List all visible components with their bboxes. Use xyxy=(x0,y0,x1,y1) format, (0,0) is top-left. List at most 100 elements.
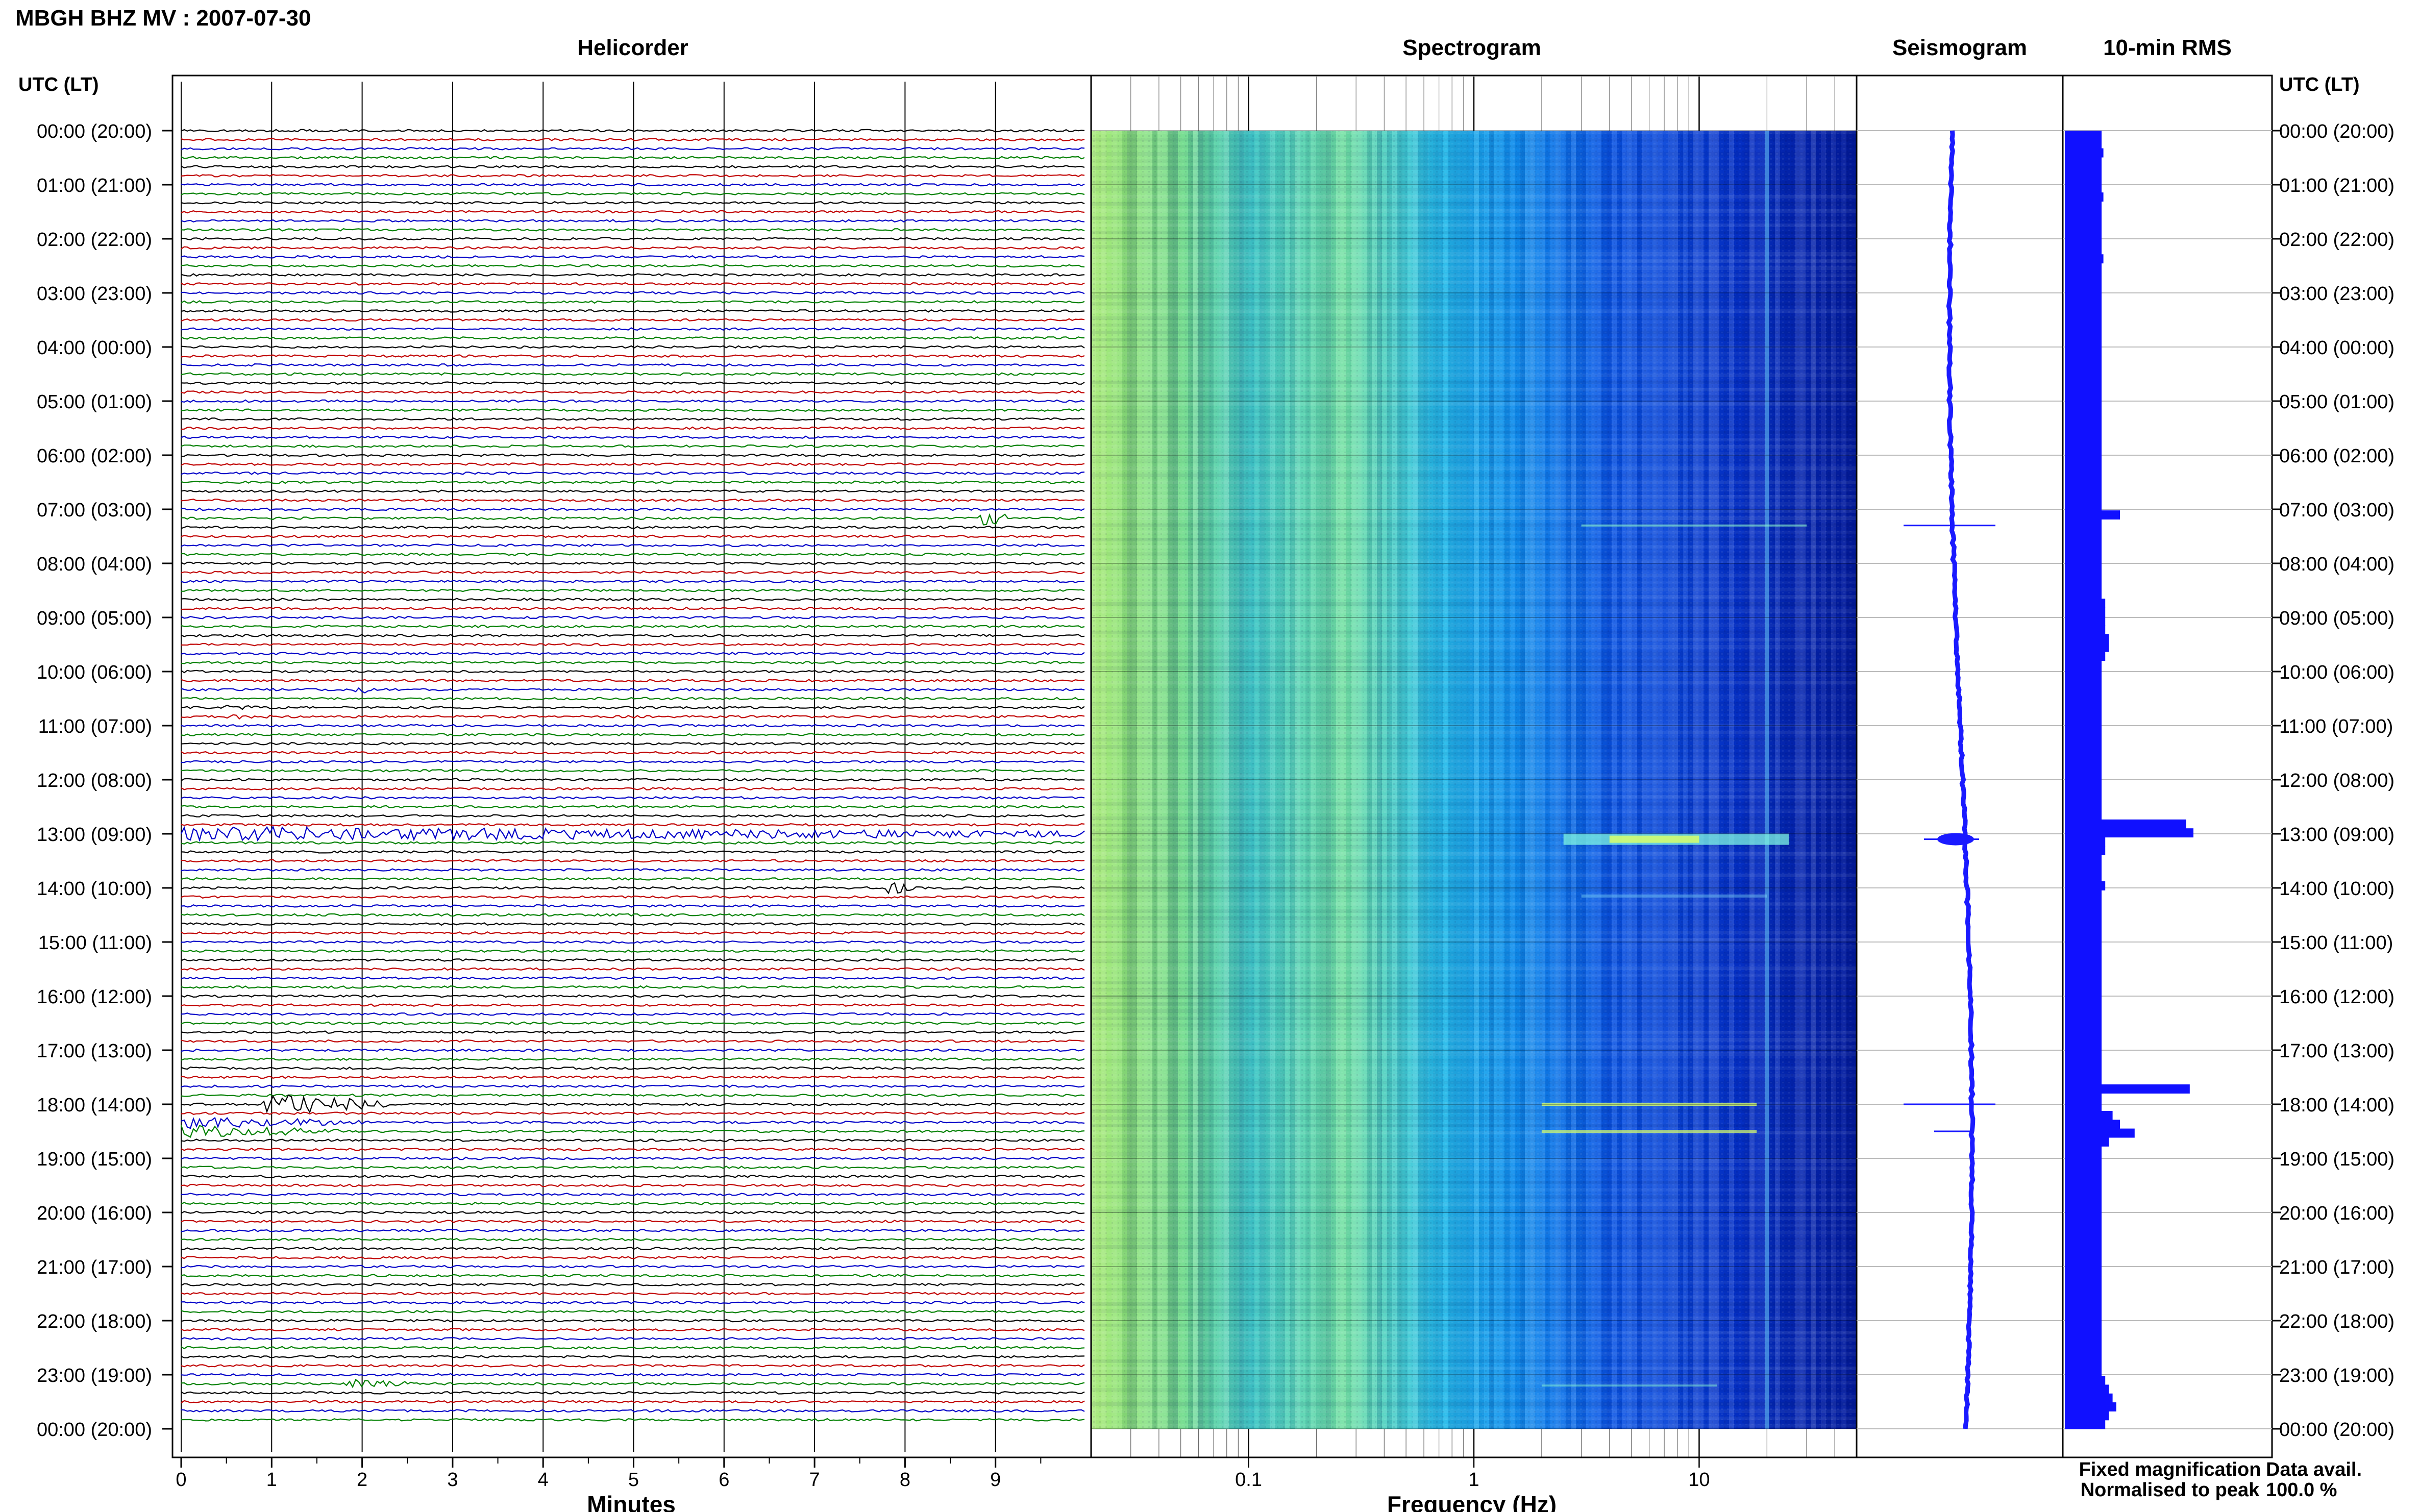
spectrogram-row xyxy=(1091,195,1857,199)
rms-bar xyxy=(2065,236,2102,246)
helicorder-trace xyxy=(181,228,1085,232)
spectrogram-row xyxy=(1091,1424,1857,1427)
spectrogram-row xyxy=(1091,616,1857,620)
rms-bar xyxy=(2065,519,2102,529)
spectrogram-row xyxy=(1091,288,1857,291)
spectrogram-row xyxy=(1091,259,1857,263)
hour-label-left: 18:00 (14:00) xyxy=(37,1095,152,1116)
helicorder-trace xyxy=(181,390,1085,394)
rms-bar xyxy=(2065,192,2104,202)
helicorder-trace xyxy=(181,300,1085,304)
spectrogram-tick-label: 0.1 xyxy=(1235,1469,1262,1491)
spectrogram-row xyxy=(1091,802,1857,806)
helicorder-trace xyxy=(181,1346,1085,1350)
helicorder-trace xyxy=(181,814,1085,818)
spectrogram-row xyxy=(1091,1081,1857,1084)
spectrogram-row xyxy=(1091,1088,1857,1092)
spectrogram-row xyxy=(1091,788,1857,791)
rms-bar xyxy=(2065,572,2102,582)
spectrogram-row xyxy=(1091,352,1857,356)
hour-label-left: 01:00 (21:00) xyxy=(37,175,152,196)
spectrogram-title: Spectrogram xyxy=(1402,35,1541,60)
hour-label-left: 22:00 (18:00) xyxy=(37,1311,152,1332)
spectrogram-row xyxy=(1091,1102,1857,1106)
helicorder-trace xyxy=(181,994,1085,998)
hour-label-left: 20:00 (16:00) xyxy=(37,1203,152,1224)
helicorder-trace xyxy=(181,1364,1085,1368)
minute-tick-label: 6 xyxy=(719,1469,729,1491)
hour-label-left: 07:00 (03:00) xyxy=(37,500,152,521)
helicorder-trace xyxy=(181,525,1085,529)
hour-label-right: 22:00 (18:00) xyxy=(2279,1311,2395,1332)
spectrogram-row xyxy=(1091,1381,1857,1384)
helicorder-trace xyxy=(180,1125,1085,1138)
spectrogram-row xyxy=(1091,1267,1857,1270)
rms-bar xyxy=(2065,749,2102,758)
hour-label-right: 15:00 (11:00) xyxy=(2279,932,2393,954)
spectrogram-row xyxy=(1091,416,1857,420)
hour-label-right: 23:00 (19:00) xyxy=(2279,1365,2395,1386)
spectrogram-row xyxy=(1091,902,1857,906)
helicorder-trace xyxy=(181,769,1085,773)
spectrogram-row xyxy=(1091,1017,1857,1020)
rms-bar xyxy=(2065,863,2102,873)
spectrogram-row xyxy=(1091,395,1857,399)
helicorder-trace xyxy=(181,1378,1085,1389)
spectrogram-row xyxy=(1091,824,1857,827)
rms-bar xyxy=(2065,952,2102,961)
rms-bar xyxy=(2065,731,2102,740)
spectrogram-row xyxy=(1091,224,1857,227)
hour-label-left: 11:00 (07:00) xyxy=(38,716,152,737)
spectrogram-row xyxy=(1091,852,1857,856)
helicorder-trace xyxy=(181,660,1085,664)
rms-bar xyxy=(2065,378,2102,387)
spectrogram-row xyxy=(1091,1174,1857,1177)
rms-bar xyxy=(2065,1075,2102,1085)
helicorder-trace xyxy=(181,976,1085,980)
spectrogram-row xyxy=(1091,1188,1857,1192)
helicorder-trace xyxy=(181,354,1085,358)
spectrogram-row xyxy=(1091,1045,1857,1049)
helicorder-trace xyxy=(181,679,1085,683)
helicorder-trace xyxy=(181,1210,1085,1214)
spectrogram-row xyxy=(1091,166,1857,170)
spectrogram-row xyxy=(1091,859,1857,863)
helicorder-trace xyxy=(181,1228,1085,1232)
helicorder-trace xyxy=(181,1409,1085,1413)
rms-bar xyxy=(2065,263,2102,272)
spectrogram-row xyxy=(1091,245,1857,249)
spectrogram-row xyxy=(1091,216,1857,220)
hour-label-right: 02:00 (22:00) xyxy=(2279,229,2395,251)
rms-bar xyxy=(2065,369,2102,379)
helicorder-minute-grid xyxy=(181,82,996,1452)
spectrogram-x-ticks: 0.1 1 10 xyxy=(1235,1469,1710,1491)
helicorder-trace xyxy=(181,825,1085,842)
spectrogram-row xyxy=(1091,931,1857,934)
helicorder-trace xyxy=(181,1030,1085,1034)
rms-bar xyxy=(2065,1110,2113,1120)
rms-bar xyxy=(2065,607,2106,617)
hour-label-left: 00:00 (20:00) xyxy=(37,121,152,142)
helicorder-trace xyxy=(181,1012,1085,1016)
seismogram-spikes xyxy=(1904,525,1995,1132)
rms-bar xyxy=(2065,960,2102,970)
helicorder-trace xyxy=(181,273,1085,277)
rms-bar xyxy=(2065,1067,2102,1076)
helicorder-trace xyxy=(181,625,1085,629)
helicorder-trace xyxy=(181,805,1085,809)
rms-bar xyxy=(2065,1384,2109,1394)
rms-bar xyxy=(2065,1349,2102,1359)
helicorder-trace xyxy=(181,823,1085,827)
helicorder-trace xyxy=(181,895,1084,899)
rms-bar xyxy=(2065,775,2102,785)
helicorder-trace xyxy=(181,462,1085,466)
hour-label-left: 13:00 (09:00) xyxy=(37,824,152,846)
helicorder-trace xyxy=(181,543,1085,548)
hour-label-right: 07:00 (03:00) xyxy=(2279,500,2395,521)
spectrogram-row xyxy=(1091,1345,1857,1349)
rms-bar xyxy=(2065,289,2102,299)
spectrogram-row xyxy=(1091,309,1857,313)
spectrogram-row xyxy=(1091,1074,1857,1077)
spectrogram-row xyxy=(1091,624,1857,627)
spectrogram-row xyxy=(1091,809,1857,813)
